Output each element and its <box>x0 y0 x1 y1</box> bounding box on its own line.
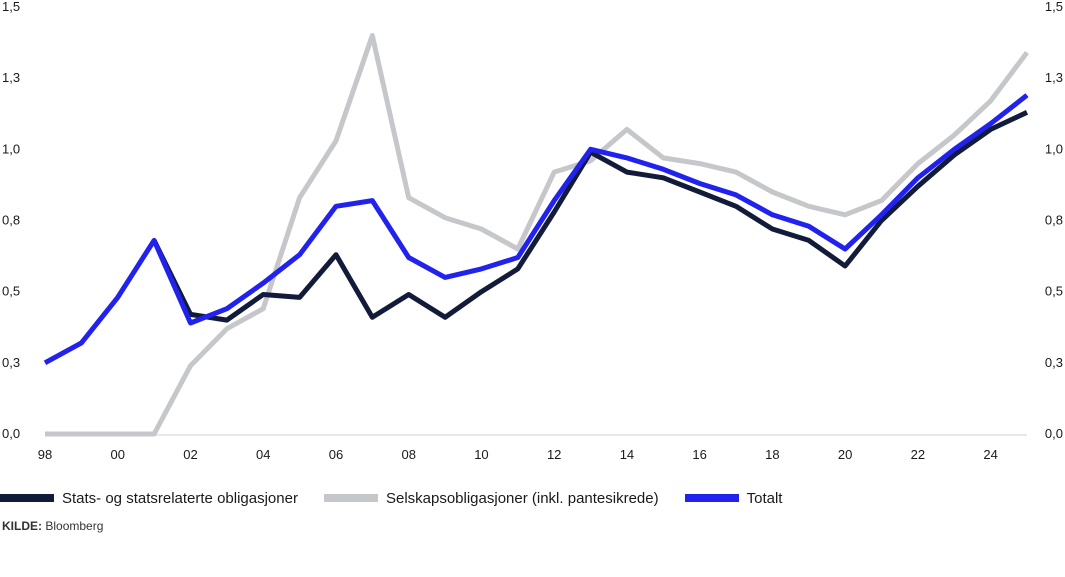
legend-item-selskap: Selskapsobligasjoner (inkl. pantesikrede… <box>323 489 659 507</box>
source-note: KILDE: Bloomberg <box>2 519 103 533</box>
x-tick-label: 18 <box>765 447 779 462</box>
y-tick-label-right: 0,0 <box>1045 426 1063 441</box>
x-tick-label: 16 <box>692 447 706 462</box>
y-tick-label-left: 0,0 <box>2 426 20 441</box>
y-tick-label-right: 1,0 <box>1045 141 1063 156</box>
series-line-1 <box>45 33 1029 437</box>
y-tick-label-left: 1,5 <box>2 0 20 14</box>
legend-label-totalt: Totalt <box>746 489 783 507</box>
y-tick-label-left: 1,3 <box>2 70 20 85</box>
legend-label-stats: Stats- og statsrelaterte obligasjoner <box>62 489 298 507</box>
series-lines <box>43 33 1029 437</box>
legend-swatch-totalt <box>684 494 739 502</box>
y-tick-label-right: 1,3 <box>1045 70 1063 85</box>
x-axis-ticks: 98 00 02 04 06 08 10 12 14 16 18 20 22 24 <box>38 447 998 462</box>
x-tick-label: 20 <box>838 447 852 462</box>
series-line-0 <box>151 110 1029 323</box>
y-tick-label-right: 0,5 <box>1045 284 1063 299</box>
x-tick-label: 14 <box>620 447 634 462</box>
series-line-2 <box>43 93 1029 365</box>
source-label: KILDE: <box>2 519 42 533</box>
x-tick-label: 22 <box>911 447 925 462</box>
y-tick-label-left: 0,5 <box>2 284 20 299</box>
legend-label-selskap: Selskapsobligasjoner (inkl. pantesikrede… <box>385 489 659 507</box>
y-tick-label-right: 0,8 <box>1045 213 1063 228</box>
y-tick-label-left: 1,0 <box>2 141 20 156</box>
y-tick-label-right: 1,5 <box>1045 0 1063 14</box>
legend-item-totalt: Totalt <box>684 489 783 507</box>
source-text: Bloomberg <box>45 519 104 533</box>
legend-item-stats: Stats- og statsrelaterte obligasjoner <box>0 490 298 507</box>
x-tick-label: 98 <box>38 447 52 462</box>
x-tick-label: 12 <box>547 447 561 462</box>
y-axis-left: 0,0 0,3 0,5 0,8 1,0 1,3 1,5 <box>2 0 20 441</box>
y-tick-label-left: 0,8 <box>2 213 20 228</box>
x-tick-label: 08 <box>401 447 415 462</box>
legend: Stats- og statsrelaterte obligasjoner Se… <box>0 487 808 509</box>
x-tick-label: 04 <box>256 447 270 462</box>
legend-swatch-selskap <box>323 494 378 502</box>
legend-swatch-stats <box>0 494 54 502</box>
line-chart: 0,0 0,3 0,5 0,8 1,0 1,3 1,5 0,0 0,3 0,5 0,8 1,0 1,3… <box>2 0 1063 462</box>
x-tick-label: 24 <box>983 447 997 462</box>
y-axis-right: 0,0 0,3 0,5 0,8 1,0 1,3 1,5 <box>1045 0 1063 441</box>
y-tick-label-right: 0,3 <box>1045 355 1063 370</box>
x-tick-label: 10 <box>474 447 488 462</box>
x-tick-label: 02 <box>183 447 197 462</box>
y-tick-label-left: 0,3 <box>2 355 20 370</box>
x-tick-label: 00 <box>111 447 125 462</box>
x-tick-label: 06 <box>329 447 343 462</box>
